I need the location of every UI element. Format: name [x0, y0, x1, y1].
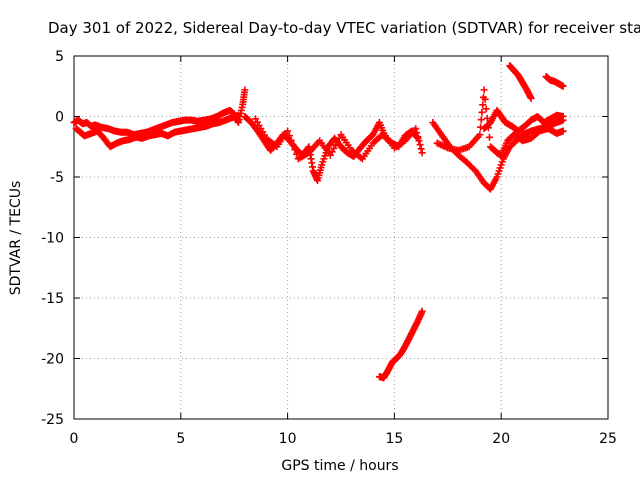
data-point [412, 125, 420, 133]
data-series [252, 115, 426, 163]
y-tick-label: -20 [41, 352, 64, 368]
data-point [417, 145, 425, 153]
data-point [291, 146, 299, 154]
data-point [416, 141, 424, 149]
y-tick-label: 0 [55, 110, 64, 126]
x-axis-label: GPS time / hours [281, 458, 398, 474]
data-point [479, 101, 487, 109]
y-axis-label: SDTVAR / TECUs [8, 181, 24, 296]
y-tick-label: -25 [41, 412, 64, 428]
data-point [287, 136, 295, 144]
data-point [476, 131, 484, 139]
data-point [289, 141, 297, 149]
data-point [559, 127, 567, 135]
x-tick-label: 10 [279, 431, 297, 447]
grid [74, 56, 608, 419]
data-point [418, 149, 426, 157]
data-series [542, 73, 567, 90]
x-tick-label: 5 [176, 431, 185, 447]
data-series [480, 106, 567, 135]
data-point [284, 127, 292, 135]
data-point [415, 137, 423, 145]
data-point [418, 307, 426, 315]
y-tick-label: -5 [50, 170, 64, 186]
data-point [234, 111, 242, 119]
data-point [527, 94, 535, 102]
data-point [285, 132, 293, 140]
data-point [481, 95, 489, 103]
data-point [414, 133, 422, 141]
y-tick-label: 5 [55, 49, 64, 65]
data-point [241, 86, 249, 94]
data-series [506, 62, 535, 102]
data-point [293, 150, 300, 158]
data-series [72, 111, 242, 151]
data-series [375, 307, 426, 382]
data-point [485, 133, 493, 141]
data-point [413, 129, 421, 137]
data-point [559, 82, 567, 90]
y-tick-label: -10 [41, 231, 64, 247]
data-point [482, 105, 490, 113]
x-tick-label: 15 [385, 431, 403, 447]
data-series [433, 86, 567, 159]
data-point [480, 86, 488, 94]
y-tick-label: -15 [41, 291, 64, 307]
data-point [559, 113, 567, 120]
data-point [477, 116, 485, 124]
axis-ticks: 0 5 10 15 20 25 5 0 -5 -10 -15 -20 -25 [41, 49, 617, 447]
x-tick-label: 25 [599, 431, 617, 447]
data-points [70, 62, 567, 382]
x-tick-label: 0 [70, 431, 79, 447]
chart-title: Day 301 of 2022, Sidereal Day-to-day VTE… [48, 19, 640, 37]
x-tick-label: 20 [492, 431, 510, 447]
data-point [478, 108, 486, 116]
